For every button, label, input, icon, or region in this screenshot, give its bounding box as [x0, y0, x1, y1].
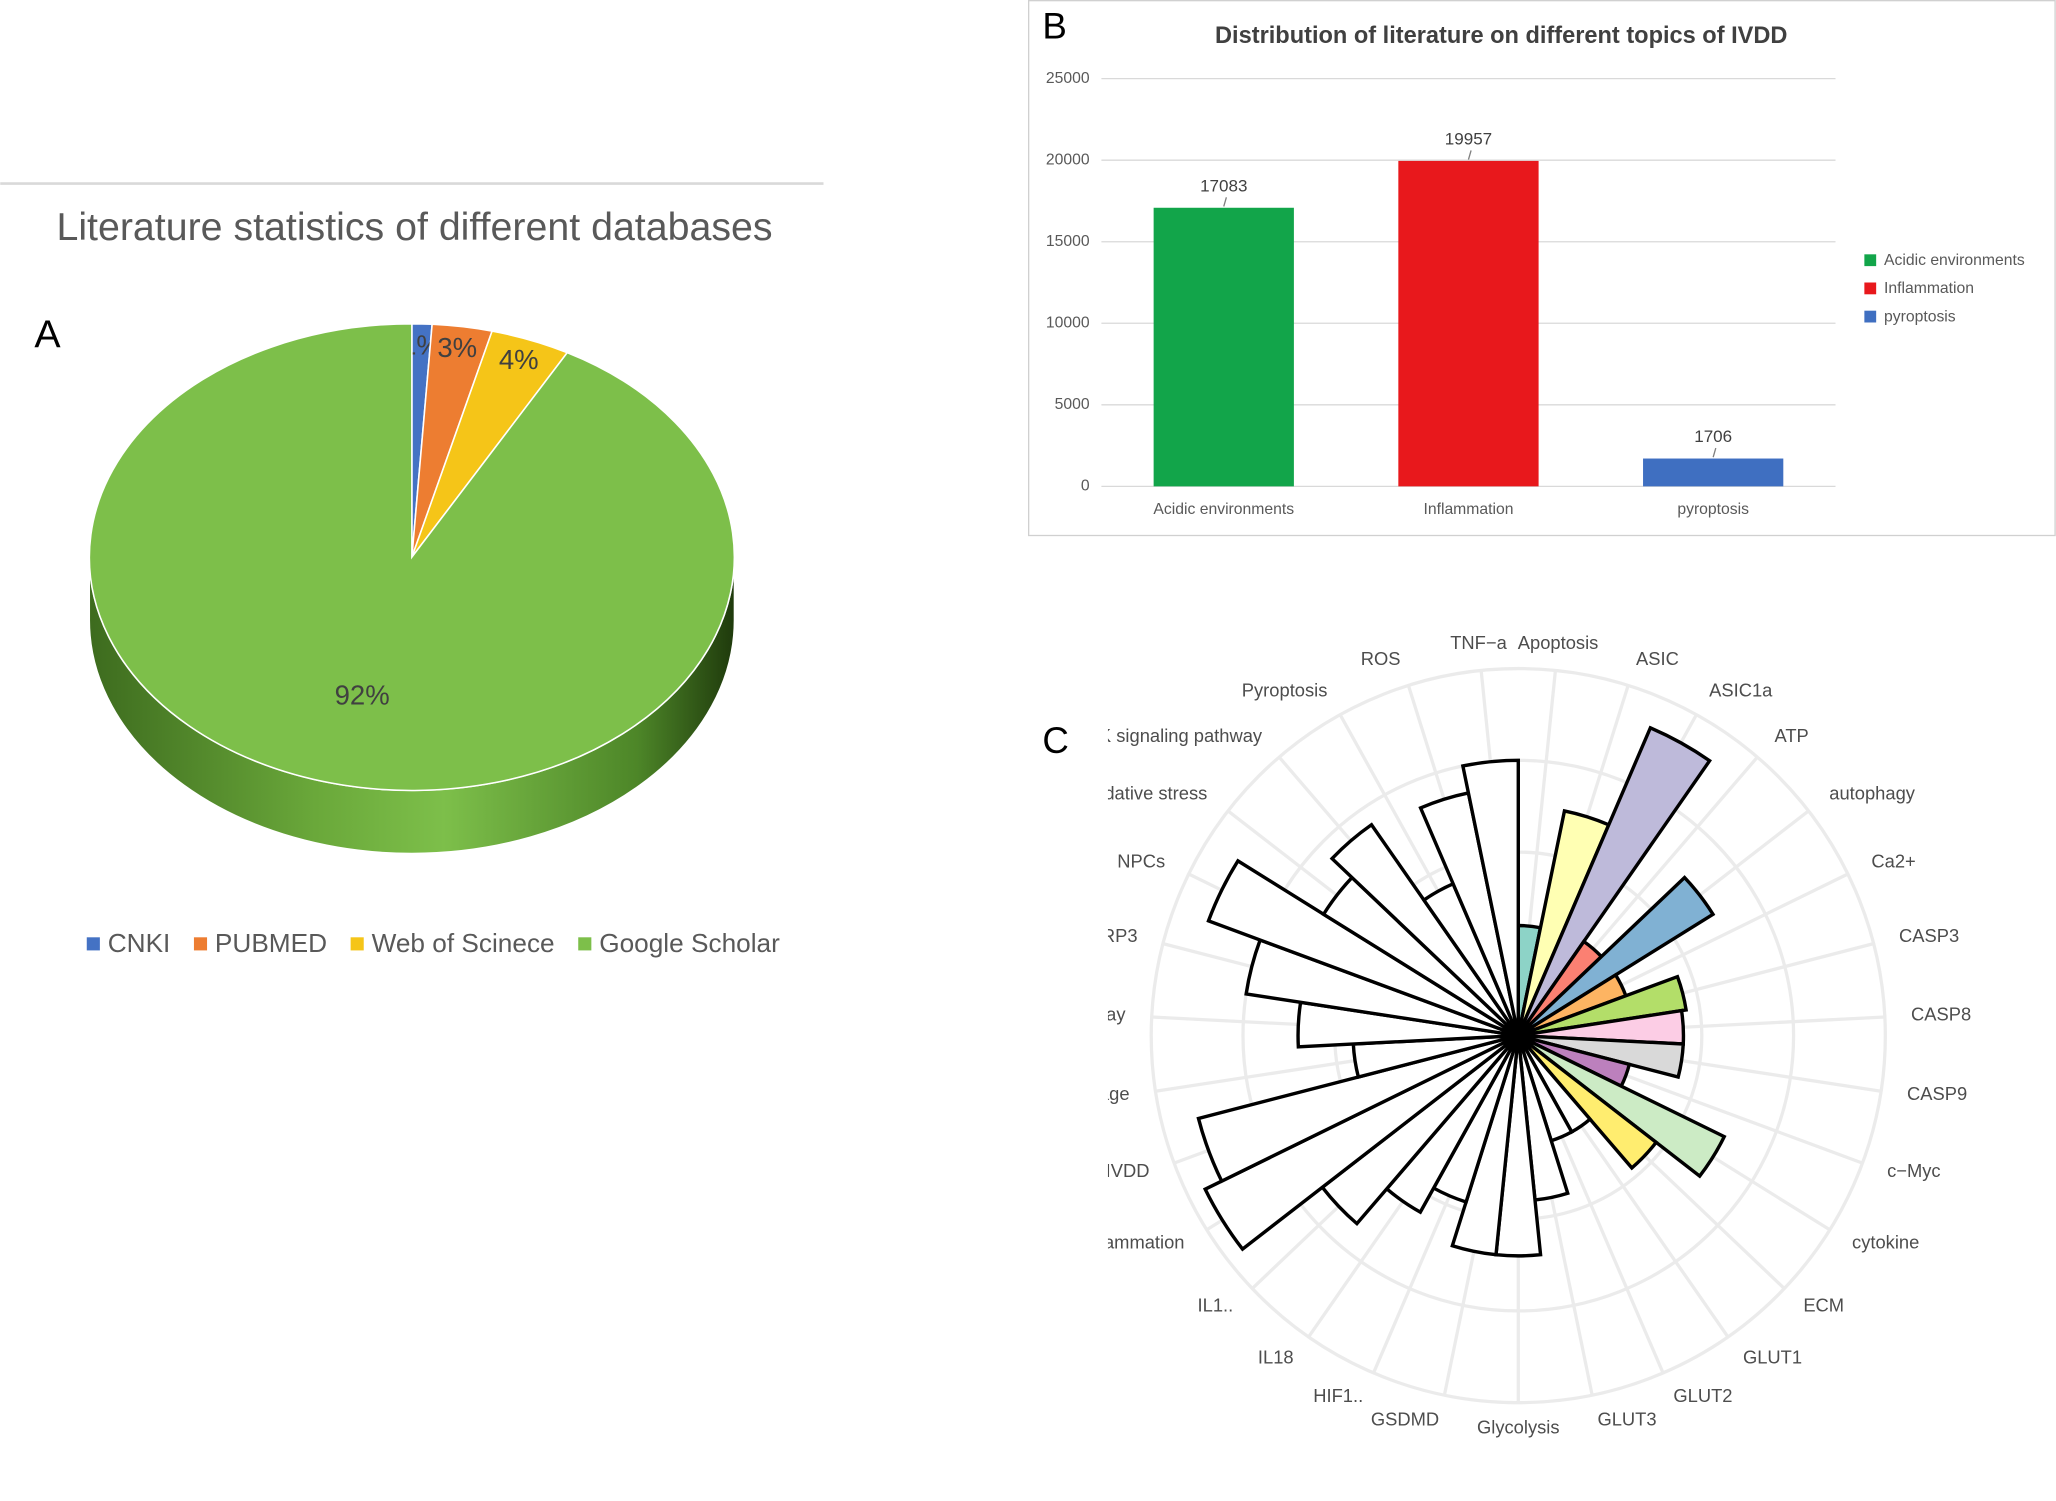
chart-title: Distribution of literature on different … — [1215, 22, 1787, 48]
pie-slice — [88, 323, 736, 792]
category-label: Pyroptosis — [1242, 680, 1328, 701]
category-label: ATP — [1774, 725, 1808, 746]
x-tick-label: pyroptosis — [1677, 501, 1749, 518]
legend-label: PUBMED — [215, 928, 327, 958]
category-label: ROS — [1361, 648, 1401, 669]
category-label: CASP3 — [1899, 925, 1959, 946]
category-label: autophagy — [1829, 783, 1916, 804]
legend-label: pyroptosis — [1884, 308, 1956, 325]
category-label: Apoptosis — [1518, 632, 1599, 653]
data-label: 19957 — [1445, 129, 1492, 148]
category-label: GSDMD — [1371, 1409, 1439, 1430]
legend-label: Acidic environments — [1884, 252, 2025, 269]
polar-bar — [1206, 858, 1520, 1038]
category-label: IL18 — [1258, 1346, 1294, 1367]
category-label: GLUT3 — [1597, 1409, 1656, 1430]
x-tick-label: Inflammation — [1423, 501, 1513, 518]
y-tick-label: 20000 — [1046, 151, 1090, 168]
data-label: 17083 — [1200, 176, 1247, 195]
y-tick-label: 0 — [1081, 478, 1090, 495]
legend-swatch — [1864, 310, 1877, 323]
polar-bar — [1517, 1034, 1727, 1179]
bar — [1398, 160, 1539, 487]
leader-line — [1223, 197, 1228, 207]
legend-swatch — [86, 937, 100, 951]
data-label: 4% — [499, 344, 539, 375]
data-label: 92% — [335, 680, 390, 711]
polar-bar — [1516, 1034, 1659, 1171]
bar — [1153, 207, 1294, 487]
polar-bar — [1196, 1033, 1520, 1184]
data-label: 1706 — [1694, 427, 1732, 446]
category-label: ECM — [1803, 1294, 1844, 1315]
legend-swatch — [578, 937, 592, 951]
leader-line — [1712, 447, 1717, 458]
polar-bar — [1202, 1034, 1520, 1252]
category-label: IVDD — [1106, 1160, 1150, 1181]
category-label: GLUT1 — [1743, 1346, 1802, 1367]
legend-swatch — [193, 937, 208, 951]
leader-line — [1467, 150, 1472, 160]
category-label: oxidative stress — [1081, 783, 1207, 804]
panel-label: A — [34, 312, 61, 356]
category-label: ASIC — [1636, 648, 1679, 669]
category-label: P38MAPK signaling pathway — [1027, 725, 1263, 746]
category-label: TNF−a — [1450, 632, 1507, 653]
legend-swatch — [350, 937, 364, 951]
category-label: CASP8 — [1911, 1004, 1971, 1025]
legend-label: CNKI — [108, 928, 171, 958]
category-label: CASP9 — [1907, 1083, 1967, 1104]
category-label: NLRP3 — [1078, 925, 1137, 946]
y-tick-label: 10000 — [1046, 314, 1090, 331]
bar — [1643, 458, 1784, 487]
panel-label: C — [1042, 720, 1069, 761]
y-tick-label: 5000 — [1055, 396, 1090, 413]
legend-swatch — [1864, 282, 1877, 295]
panel-label: B — [1042, 6, 1066, 47]
category-label: macrophage — [1028, 1083, 1130, 1104]
category-label: ASIC1a — [1709, 680, 1773, 701]
category-label: inflammation — [1081, 1231, 1185, 1252]
polar-bar — [1460, 758, 1520, 1036]
category-label: cytokine — [1852, 1231, 1919, 1252]
category-label: Ca2+ — [1871, 850, 1915, 871]
polar-bar — [1517, 875, 1716, 1038]
category-label: GLUT2 — [1673, 1385, 1732, 1406]
category-label: Glycolysis — [1477, 1417, 1560, 1438]
category-label: signaling pathway — [980, 1004, 1127, 1025]
category-labels: Apoptosis ASIC ASIC1a ATP autophagy Ca2+ CASP3… — [980, 632, 1971, 1438]
polar-bar — [1517, 974, 1689, 1038]
legend-label: Inflammation — [1884, 280, 1974, 297]
legend-swatch — [1864, 254, 1877, 267]
data-label: 3% — [437, 332, 477, 363]
y-tick-label: 15000 — [1046, 233, 1090, 250]
category-label: HIF1.. — [1313, 1385, 1363, 1406]
panel-b-frame — [1028, 0, 2056, 537]
chart-title: Literature statistics of different datab… — [56, 205, 772, 249]
y-tick-label: 25000 — [1046, 70, 1090, 87]
legend-label: Google Scholar — [599, 928, 780, 958]
legend-label: Web of Scinece — [372, 928, 555, 958]
polar-bar — [1516, 725, 1712, 1037]
polar-bar — [1329, 822, 1520, 1037]
category-label: NPCs — [1117, 850, 1165, 871]
center-hub — [1501, 1018, 1536, 1053]
x-tick-label: Acidic environments — [1153, 501, 1294, 518]
category-label: c−Myc — [1887, 1160, 1941, 1181]
category-label: IL1.. — [1198, 1294, 1234, 1315]
